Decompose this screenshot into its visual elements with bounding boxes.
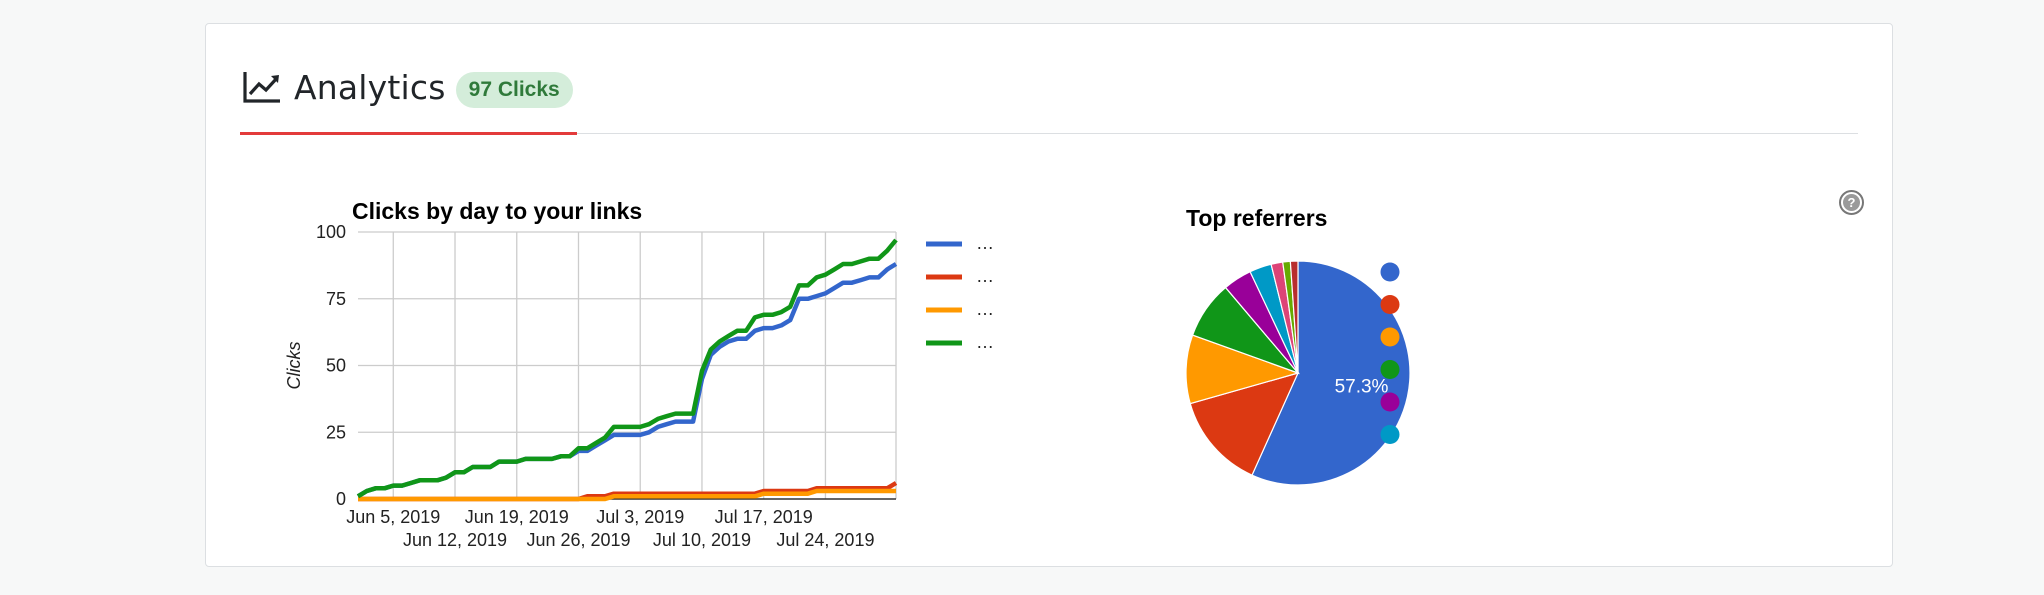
y-tick-label: 25 — [326, 422, 346, 442]
legend-dot-5 — [1380, 392, 1400, 412]
legend-label-2: … — [976, 266, 994, 286]
line-chart-icon — [243, 72, 280, 103]
pie-slice-9 — [1289, 260, 1299, 374]
x-tick-label: Jun 26, 2019 — [526, 530, 630, 550]
legend-label-3: … — [976, 299, 994, 319]
x-tick-label: Jul 17, 2019 — [715, 507, 813, 527]
pie-slice-2 — [1189, 372, 1300, 476]
svg-text:?: ? — [1848, 195, 1856, 210]
y-tick-label: 100 — [316, 222, 346, 242]
series-line-3 — [358, 488, 896, 502]
clicks-badge: 97 Clicks — [455, 72, 573, 108]
active-tab-indicator — [240, 132, 577, 135]
x-tick-label: Jun 12, 2019 — [403, 530, 507, 550]
legend-dot-3 — [1380, 327, 1400, 347]
card-title: Analytics — [294, 67, 446, 107]
legend-dot-2 — [1380, 295, 1400, 314]
y-tick-label: 75 — [326, 289, 346, 309]
card-header: Analytics 97 Clicks — [242, 62, 573, 112]
x-tick-label: Jun 19, 2019 — [465, 507, 569, 527]
pie-slice-label: 57.3% — [1335, 377, 1389, 398]
legend-dot-1 — [1380, 262, 1400, 282]
legend-label-1: … — [976, 233, 994, 253]
clicks-by-day-chart: 0 25 50 75 100 Jun 5, 2019 Jun 12, 2019 Jun 19,… — [284, 198, 994, 550]
x-tick-label: Jul 3, 2019 — [596, 507, 684, 527]
x-tick-label: Jul 24, 2019 — [776, 530, 874, 550]
x-tick-label: Jun 5, 2019 — [346, 507, 440, 527]
legend-dot-4 — [1380, 360, 1400, 379]
series-line-4 — [356, 238, 898, 499]
legend-label-4: … — [976, 332, 994, 352]
analytics-card: Analytics 97 Clicks 0 25 50 75 100 Jun 5, 201… — [205, 23, 1893, 567]
pie-chart-title: Top referrers — [1186, 205, 1327, 231]
y-tick-label: 0 — [336, 489, 346, 509]
pie-slice-1 — [1251, 260, 1411, 486]
legend-dot-6 — [1380, 425, 1400, 444]
help-icon[interactable]: ? — [1838, 189, 1865, 216]
y-tick-label: 50 — [326, 356, 346, 376]
x-tick-label: Jul 10, 2019 — [653, 530, 751, 550]
top-referrers-chart: Top referrers57.3%www.conferen…www.natur… — [1186, 205, 1411, 486]
tab-divider — [240, 133, 1858, 134]
y-axis-label: Clicks — [284, 342, 304, 390]
line-chart-title: Clicks by day to your links — [352, 198, 642, 224]
